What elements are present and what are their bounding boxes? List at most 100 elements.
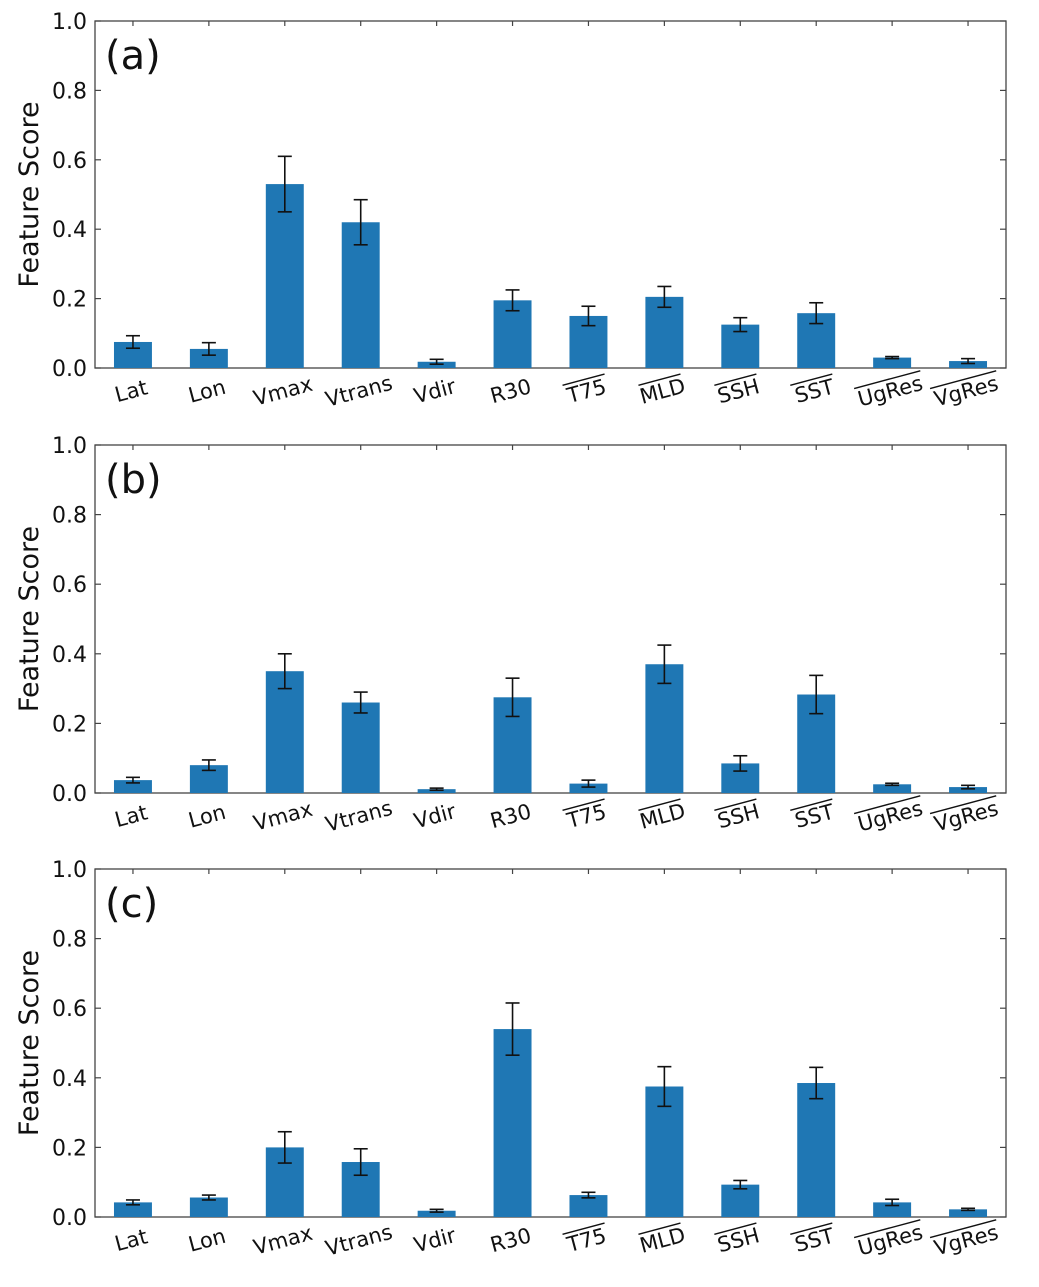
- overline-mark: [790, 798, 833, 811]
- y-tick-label: 0.4: [52, 1067, 87, 1092]
- bar-vdir: [417, 789, 456, 793]
- x-tick-label-lat: Lat: [112, 1224, 150, 1256]
- x-tick-label-group: Vtrans: [323, 1220, 395, 1261]
- bar-lon: [189, 1197, 228, 1217]
- y-tick-label: 0.6: [52, 573, 87, 598]
- x-tick-label-vgres: VgRes: [932, 1220, 1001, 1260]
- overline-mark: [790, 1222, 833, 1235]
- y-tick-label: 0.2: [52, 288, 87, 313]
- x-tick-label-group: MLD: [637, 373, 688, 409]
- x-tick-label-vmax: Vmax: [251, 372, 315, 411]
- y-tick-label: 0.2: [52, 712, 87, 737]
- x-tick-label-group: Lon: [186, 1224, 228, 1257]
- y-tick-label: 0.4: [52, 218, 87, 243]
- x-tick-label-group: VgRes: [929, 795, 1001, 836]
- overline-mark: [638, 373, 681, 386]
- overline-mark: [714, 798, 757, 811]
- y-tick-label: 0.6: [52, 149, 87, 174]
- bar-r30: [493, 1029, 532, 1217]
- panel-label: (a): [105, 33, 161, 79]
- bar-vtrans: [341, 702, 380, 793]
- y-tick-label: 0.4: [52, 643, 87, 668]
- x-tick-label-group: Lat: [112, 375, 150, 407]
- y-axis-label: Feature Score: [14, 101, 45, 287]
- bar-ugres: [873, 357, 912, 368]
- x-tick-label-group: Vmax: [251, 797, 315, 836]
- x-tick-label-group: MLD: [637, 798, 688, 834]
- y-tick-label: 0.8: [52, 928, 87, 953]
- x-tick-label-lon: Lon: [186, 800, 228, 833]
- x-tick-label-group: SSH: [714, 373, 762, 408]
- bar-lat: [113, 1202, 152, 1217]
- x-tick-label-r30: R30: [488, 374, 534, 408]
- overline-mark: [929, 1219, 997, 1239]
- bar-vgres: [949, 361, 988, 368]
- overline-mark: [853, 1219, 921, 1239]
- overline-mark: [638, 1222, 681, 1235]
- x-tick-label-ugres: UgRes: [855, 796, 925, 836]
- axes-frame: [94, 868, 1007, 1218]
- overline-mark: [714, 373, 757, 386]
- x-tick-label-lat: Lat: [112, 800, 150, 832]
- overline-mark: [929, 795, 997, 815]
- x-tick-label-group: SST: [790, 798, 837, 833]
- bar-mld: [645, 664, 684, 793]
- overline-mark: [714, 1222, 757, 1235]
- axes-frame: [94, 444, 1007, 794]
- bar-vtrans: [341, 222, 380, 368]
- x-tick-label-group: Vmax: [251, 372, 315, 411]
- x-tick-label-group: UgRes: [853, 1219, 925, 1260]
- overline-mark: [929, 370, 997, 390]
- x-tick-label-group: Vdir: [411, 1223, 458, 1257]
- x-tick-label-group: MLD: [637, 1222, 688, 1258]
- x-tick-label-group: Vtrans: [323, 796, 395, 837]
- x-tick-label-group: R30: [488, 374, 534, 408]
- y-tick-label: 1.0: [52, 10, 87, 35]
- bar-ssh: [721, 1184, 760, 1217]
- y-tick-label: 0.0: [52, 1206, 87, 1231]
- x-tick-label-ugres: UgRes: [855, 1220, 925, 1260]
- y-tick-label: 0.6: [52, 997, 87, 1022]
- x-tick-label-group: Vtrans: [323, 371, 395, 412]
- bar-r30: [493, 300, 532, 368]
- bar-vgres: [949, 787, 988, 793]
- bar-mld: [645, 1086, 684, 1217]
- y-tick-label: 0.8: [52, 504, 87, 529]
- x-tick-label-group: VgRes: [929, 1219, 1001, 1260]
- bar-vmax: [265, 184, 304, 368]
- bar-t75: [569, 783, 608, 793]
- overline-mark: [562, 373, 605, 386]
- panel-label: (b): [105, 457, 162, 503]
- x-tick-label-vdir: Vdir: [411, 374, 458, 408]
- bar-mld: [645, 296, 684, 368]
- x-tick-label-r30: R30: [488, 799, 534, 833]
- x-tick-label-group: SSH: [714, 798, 762, 833]
- x-tick-label-lon: Lon: [186, 375, 228, 408]
- x-tick-label-group: UgRes: [853, 795, 925, 836]
- overline-mark: [853, 795, 921, 815]
- y-tick-label: 1.0: [52, 434, 87, 459]
- x-tick-label-group: Vdir: [411, 799, 458, 833]
- bar-ugres: [873, 1202, 912, 1217]
- x-tick-label-group: SSH: [714, 1222, 762, 1257]
- bar-vdir: [417, 1210, 456, 1217]
- overline-mark: [562, 1222, 605, 1235]
- bar-lat: [113, 780, 152, 793]
- overline-mark: [790, 373, 833, 386]
- overline-mark: [853, 370, 921, 390]
- bar-vmax: [265, 671, 304, 793]
- bar-sst: [797, 1083, 836, 1217]
- x-tick-label-group: R30: [488, 799, 534, 833]
- x-tick-label-group: SST: [790, 1222, 837, 1257]
- x-tick-label-group: Vdir: [411, 374, 458, 408]
- x-tick-label-group: Lat: [112, 800, 150, 832]
- x-tick-label-vtrans: Vtrans: [323, 371, 395, 412]
- y-tick-label: 1.0: [52, 858, 87, 883]
- y-tick-label: 0.2: [52, 1136, 87, 1161]
- y-tick-label: 0.8: [52, 79, 87, 104]
- x-tick-label-group: Vmax: [251, 1221, 315, 1260]
- panel-b: 0.0 0.2 0.4 0.6 0.8 1.0 Feature Score (b) Lat Lon…: [14, 434, 1007, 837]
- bar-t75: [569, 1195, 608, 1217]
- x-tick-label-group: T75: [562, 373, 609, 408]
